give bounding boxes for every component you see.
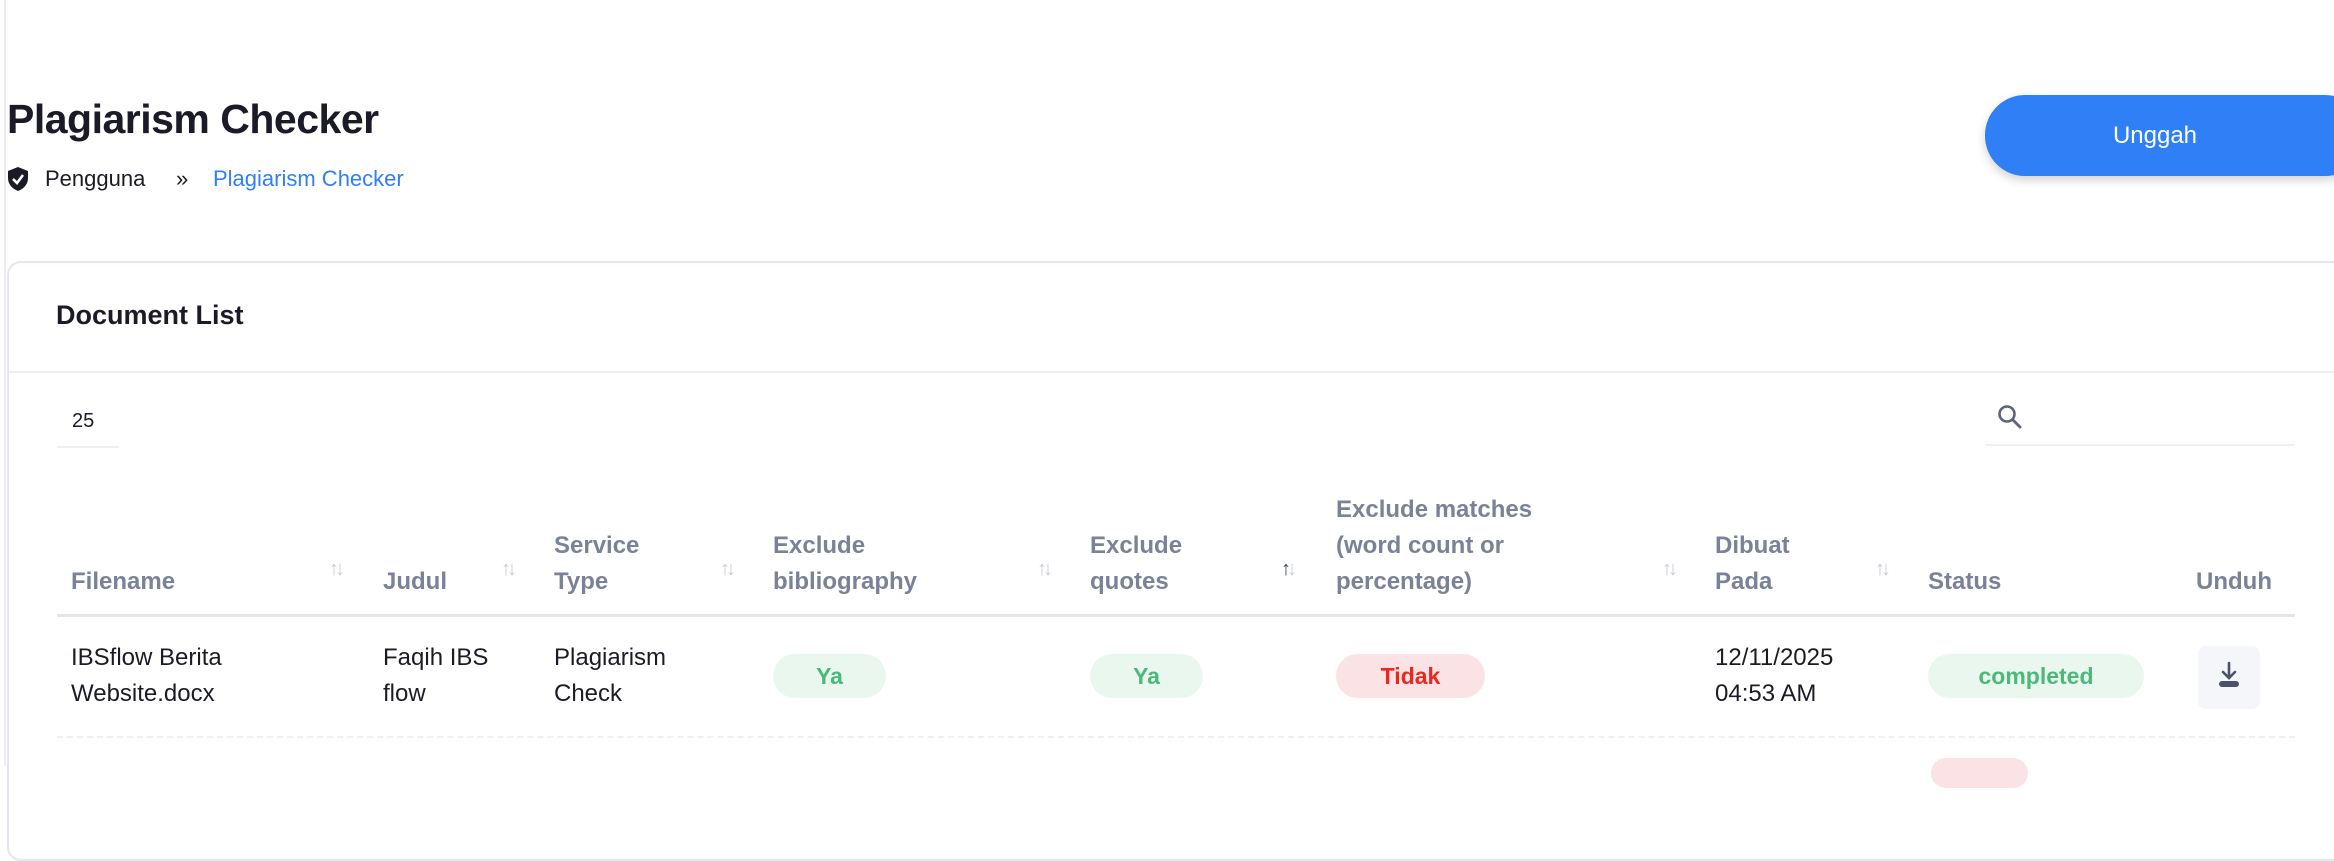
breadcrumb-pengguna[interactable]: Pengguna — [45, 166, 146, 191]
upload-button[interactable]: Unggah — [1985, 95, 2334, 176]
cell-dibuat-pada: 12/11/2025 04:53 AM — [1715, 644, 1834, 707]
col-dibuat-pada[interactable]: Dibuat Pada — [1715, 532, 1790, 595]
sort-icon[interactable]: ↑↓ — [329, 558, 345, 580]
col-status: Status — [1928, 568, 2002, 595]
col-exclude-matches[interactable]: Exclude matches (word count or percentag… — [1336, 496, 1533, 595]
page-size-select[interactable]: 25 — [57, 410, 119, 448]
search-icon — [1997, 404, 2023, 435]
sort-icon[interactable]: ↑↓ — [720, 558, 736, 580]
breadcrumb-separator: » — [176, 166, 189, 191]
col-filename[interactable]: Filename — [71, 568, 176, 595]
col-unduh: Unduh — [2196, 568, 2272, 595]
col-judul[interactable]: Judul — [383, 568, 447, 595]
divider — [9, 371, 2334, 373]
card-title: Document List — [56, 300, 244, 330]
row-divider — [57, 736, 2295, 738]
badge-exclude-matches: Tidak — [1336, 654, 1485, 698]
sort-icon[interactable]: ↑↓ — [1662, 558, 1678, 580]
col-exclude-quotes[interactable]: Exclude quotes — [1090, 532, 1183, 595]
download-button[interactable] — [2198, 646, 2260, 709]
left-border — [4, 0, 6, 766]
sort-icon[interactable]: ↑↓ — [1037, 558, 1053, 580]
col-service-type[interactable]: Service Type — [554, 532, 640, 595]
shield-check-icon — [7, 166, 29, 200]
sort-icon[interactable]: ↑↓ — [1875, 558, 1891, 580]
cell-filename: IBSflow Berita Website.docx — [71, 644, 222, 707]
page-title: Plagiarism Checker — [7, 96, 379, 142]
cell-service-type: Plagiarism Check — [554, 644, 667, 707]
status-badge: completed — [1928, 654, 2144, 698]
col-exclude-bibliography[interactable]: Exclude bibliography — [773, 532, 917, 595]
search-input[interactable] — [1985, 402, 2295, 446]
badge-exclude-bibliography: Ya — [773, 654, 886, 698]
breadcrumb-current: Plagiarism Checker — [213, 166, 404, 191]
badge-exclude-quotes: Ya — [1090, 654, 1203, 698]
sort-ascending-icon[interactable]: ↑↓ — [1281, 558, 1297, 580]
download-icon — [2216, 661, 2242, 694]
header-divider — [57, 614, 2295, 617]
cell-judul: Faqih IBS flow — [383, 644, 489, 707]
partial-badge-next-row — [1931, 758, 2028, 788]
sort-icon[interactable]: ↑↓ — [501, 558, 517, 580]
